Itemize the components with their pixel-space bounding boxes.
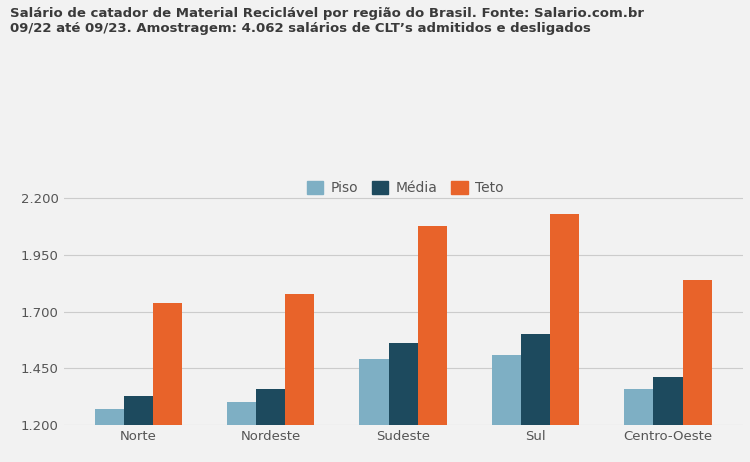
Bar xyxy=(418,225,447,462)
Text: Salário de catador de Material Reciclável por região do Brasil. Fonte: Salario.c: Salário de catador de Material Recicláve… xyxy=(10,7,644,35)
Bar xyxy=(94,409,124,462)
Bar xyxy=(550,214,579,462)
Bar xyxy=(624,389,653,462)
Bar xyxy=(388,343,418,462)
Bar xyxy=(521,334,550,462)
Bar xyxy=(124,395,153,462)
Legend: Piso, Média, Teto: Piso, Média, Teto xyxy=(301,176,509,201)
Bar xyxy=(492,355,521,462)
Bar xyxy=(153,303,182,462)
Bar xyxy=(359,359,388,462)
Bar xyxy=(227,402,256,462)
Bar xyxy=(256,389,285,462)
Bar xyxy=(285,293,314,462)
Bar xyxy=(653,377,682,462)
Bar xyxy=(682,280,712,462)
